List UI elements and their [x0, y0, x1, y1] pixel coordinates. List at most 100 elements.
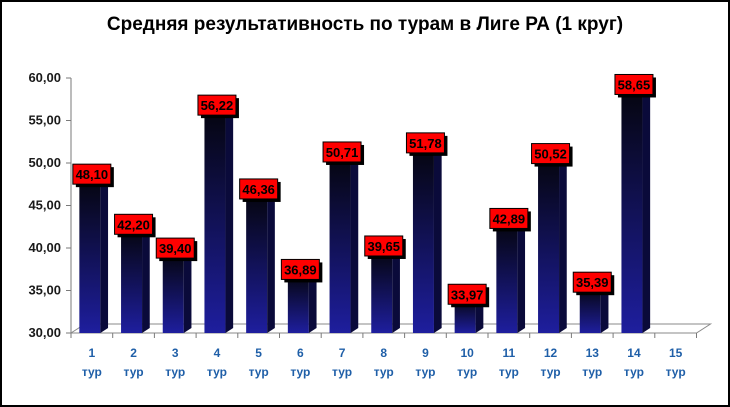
- x-tick-label: тур: [499, 365, 519, 379]
- data-label-box: [197, 94, 237, 116]
- x-tick-label: 1: [89, 346, 96, 360]
- data-label: 42,20: [114, 213, 156, 238]
- data-label-text: 46,36: [242, 182, 275, 197]
- data-label: 56,22: [197, 94, 239, 119]
- bars-layer: [79, 84, 651, 334]
- bar-front: [329, 156, 351, 333]
- bar: [204, 105, 234, 334]
- data-label-box: [322, 141, 362, 163]
- x-tick-label: 15: [669, 346, 683, 360]
- data-label: 46,36: [239, 178, 281, 202]
- x-tick-label: тур: [165, 365, 185, 379]
- data-label-text: 36,89: [284, 262, 317, 277]
- x-tick-label: 9: [422, 346, 429, 360]
- bar: [371, 246, 400, 333]
- x-tick-label: тур: [374, 365, 394, 379]
- data-label-box: [405, 132, 445, 154]
- x-tick-label: 5: [255, 346, 262, 360]
- x-tick-label: тур: [82, 365, 102, 379]
- data-label-box: [531, 143, 571, 165]
- bar-front: [121, 229, 143, 333]
- data-label-box: [155, 237, 195, 259]
- data-label: 48,10: [72, 163, 114, 188]
- x-tick-label: тур: [415, 365, 435, 379]
- bar: [246, 188, 275, 333]
- bar-side: [517, 218, 526, 333]
- bar-front: [371, 250, 393, 333]
- x-tick-label: 3: [172, 346, 179, 360]
- bar-front: [412, 147, 434, 333]
- data-label-box: [239, 178, 279, 200]
- bar-front: [246, 193, 268, 333]
- bar-front: [579, 287, 601, 333]
- data-label-text: 58,65: [618, 77, 651, 92]
- data-label-text: 42,89: [493, 211, 526, 226]
- x-tick-label: 10: [460, 346, 474, 360]
- y-tick-label: 50,00: [28, 155, 61, 170]
- x-tick-label: 6: [297, 346, 304, 360]
- data-label-text: 42,20: [117, 217, 150, 232]
- x-tick-label: тур: [666, 365, 686, 379]
- x-tick-label: тур: [541, 365, 561, 379]
- data-label: 50,52: [531, 143, 573, 167]
- x-tick-label: тур: [207, 365, 227, 379]
- x-tick-label: 2: [130, 346, 137, 360]
- data-labels-layer: 48,10 42,20 39,40 56,22 46,36 36,89 50,71 39,65…: [72, 73, 656, 308]
- bar-front: [287, 274, 309, 333]
- x-tick-label: 12: [544, 346, 558, 360]
- bar: [538, 153, 567, 333]
- bar: [621, 84, 651, 334]
- data-label: 36,89: [280, 258, 323, 283]
- data-label-box: [447, 283, 487, 305]
- bar-front: [621, 89, 643, 333]
- bar-side: [267, 188, 275, 333]
- bar: [79, 174, 109, 333]
- bar-front: [496, 223, 518, 333]
- bar-side: [225, 105, 234, 334]
- bar-front: [454, 299, 476, 333]
- data-label-box: [364, 235, 404, 257]
- data-label-text: 51,78: [409, 136, 442, 151]
- x-tick-label: 4: [214, 346, 221, 360]
- bar-front: [538, 158, 560, 333]
- x-tick-label: 14: [627, 346, 641, 360]
- y-tick-label: 60,00: [28, 70, 61, 85]
- y-tick-label: 30,00: [28, 325, 61, 340]
- x-tick-label: тур: [624, 365, 644, 379]
- data-label-text: 50,52: [534, 147, 567, 162]
- data-label-text: 33,97: [451, 287, 484, 302]
- bar-side: [433, 142, 442, 333]
- data-label-box: [489, 207, 529, 229]
- bar-side: [100, 174, 109, 333]
- data-label: 58,65: [614, 73, 656, 98]
- x-tick-label: 7: [339, 346, 346, 360]
- bar-front: [162, 253, 184, 333]
- x-tick-label: тур: [290, 365, 310, 379]
- bar-side: [308, 269, 317, 333]
- data-label-text: 48,10: [76, 167, 109, 182]
- bar-side: [142, 224, 150, 333]
- y-tick-label: 35,00: [28, 283, 61, 298]
- bar-side: [642, 84, 651, 334]
- data-label: 39,40: [155, 237, 198, 262]
- data-label: 42,89: [489, 207, 531, 232]
- data-label: 50,71: [322, 141, 365, 165]
- bar: [121, 224, 150, 333]
- data-label-box: [572, 271, 612, 293]
- data-label: 35,39: [572, 271, 615, 296]
- x-tick-label: тур: [249, 365, 269, 379]
- data-label-text: 56,22: [201, 98, 234, 113]
- y-tick-label: 55,00: [28, 113, 61, 128]
- bar-front: [79, 179, 101, 333]
- data-label-text: 39,40: [159, 241, 192, 256]
- data-label-text: 50,71: [326, 145, 359, 160]
- y-tick-label: 40,00: [28, 240, 61, 255]
- bar: [329, 152, 359, 333]
- data-label: 51,78: [405, 132, 448, 156]
- data-label: 33,97: [447, 283, 490, 308]
- bar: [496, 218, 526, 333]
- data-label-box: [114, 213, 154, 235]
- bar-side: [350, 152, 359, 333]
